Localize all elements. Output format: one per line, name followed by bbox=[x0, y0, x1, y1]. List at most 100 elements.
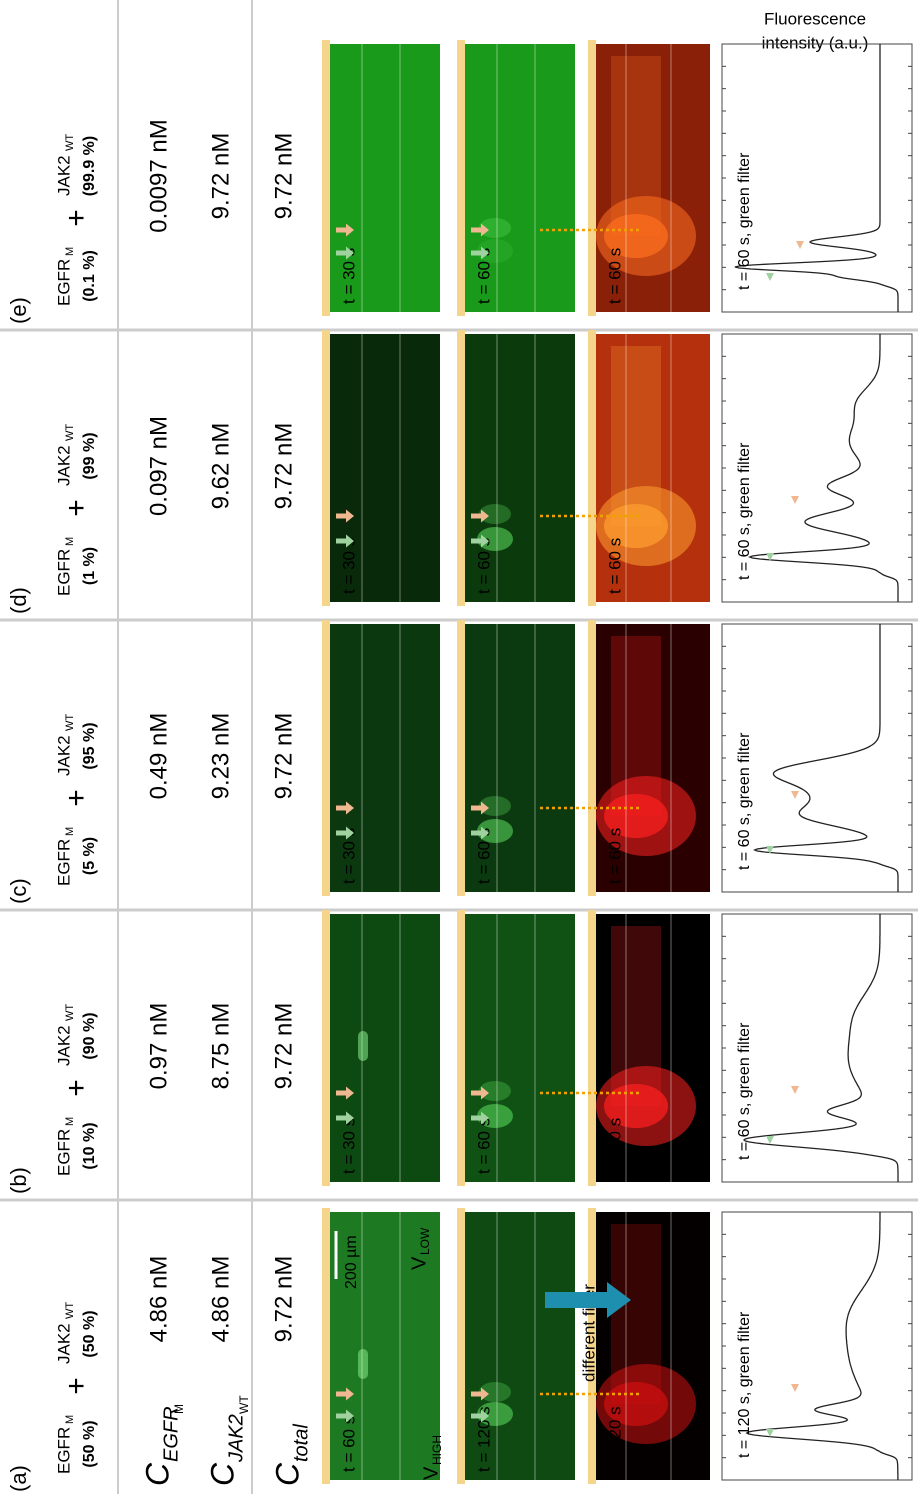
plus: + bbox=[60, 209, 93, 227]
time-label: t = 30 s bbox=[339, 1118, 358, 1174]
arrow bbox=[766, 273, 774, 281]
plus: + bbox=[60, 1377, 93, 1395]
plot-label: t = 120 s, green filter bbox=[736, 1311, 753, 1458]
row-header: C bbox=[269, 1462, 305, 1486]
v-low-sub: LOW bbox=[418, 1227, 432, 1255]
egfr-pct: (0.1 %) bbox=[81, 250, 98, 302]
channel-inlet bbox=[457, 1208, 465, 1484]
egfr-pct: (50 %) bbox=[81, 1420, 98, 1467]
v-high: V bbox=[420, 1466, 442, 1480]
plot-label: t = 60 s, green filter bbox=[736, 152, 753, 290]
panel-label: (a) bbox=[6, 1465, 31, 1492]
channel-inlet bbox=[457, 910, 465, 1186]
page: {"panels": [ {"label": "(a)", "egfr": "E… bbox=[0, 0, 918, 1494]
c-jak: 4.86 nM bbox=[207, 1256, 234, 1343]
intensity-curve bbox=[755, 624, 898, 892]
glow-tail bbox=[611, 636, 661, 816]
intensity-curve bbox=[744, 914, 898, 1182]
c-total: 9.72 nM bbox=[270, 1003, 297, 1090]
c-egfr: 0.49 nM bbox=[145, 713, 172, 800]
plus: + bbox=[60, 789, 93, 807]
time-label: t = 60 s bbox=[474, 1118, 493, 1174]
glow-tail bbox=[611, 926, 661, 1106]
row-header-subsub: M bbox=[172, 1404, 186, 1414]
arrow bbox=[766, 1136, 774, 1144]
c-jak: 8.75 nM bbox=[207, 1003, 234, 1090]
time-label: t = 60 s bbox=[605, 538, 624, 594]
arrow bbox=[791, 1384, 799, 1392]
y-axis-label: Fluorescence bbox=[764, 9, 866, 28]
channel-inlet bbox=[588, 330, 596, 606]
time-label: t = 60 s bbox=[605, 1118, 624, 1174]
channel-inlet bbox=[322, 330, 330, 606]
intensity-curve bbox=[735, 44, 898, 312]
channel-inlet bbox=[588, 40, 596, 316]
egfr-label: EGFR bbox=[54, 1427, 73, 1474]
channel-inlet bbox=[457, 330, 465, 606]
time-label: t = 60 s bbox=[605, 248, 624, 304]
c-jak: 9.23 nM bbox=[207, 713, 234, 800]
egfr-pct: (1 %) bbox=[81, 547, 98, 585]
jak-label: JAK2 bbox=[54, 735, 73, 776]
c-total: 9.72 nM bbox=[270, 423, 297, 510]
c-jak: 9.72 nM bbox=[207, 133, 234, 220]
panel-label: (d) bbox=[6, 587, 31, 614]
c-egfr: 0.97 nM bbox=[145, 1003, 172, 1090]
row-header-sub: total bbox=[290, 1424, 312, 1462]
egfr-sub: M bbox=[64, 247, 76, 256]
v-high-sub: HIGH bbox=[430, 1435, 444, 1465]
channel-inlet bbox=[457, 620, 465, 896]
channel-inlet bbox=[588, 620, 596, 896]
jak-sub: WT bbox=[64, 714, 76, 731]
channel-inlet bbox=[322, 910, 330, 1186]
jak-sub: WT bbox=[64, 134, 76, 151]
intensity-curve bbox=[750, 334, 898, 602]
arrow bbox=[791, 791, 799, 799]
intensity-curve bbox=[747, 1212, 898, 1480]
band bbox=[358, 1349, 368, 1379]
time-label: t = 60 s bbox=[474, 538, 493, 594]
jak-pct: (99 %) bbox=[81, 432, 98, 479]
glow-tail bbox=[611, 346, 661, 526]
channel-inlet bbox=[322, 620, 330, 896]
time-label: t = 120 s bbox=[605, 1406, 624, 1472]
jak-label: JAK2 bbox=[54, 445, 73, 486]
time-label: t = 60 s bbox=[339, 1416, 358, 1472]
scale-bar-label: 200 µm bbox=[343, 1235, 360, 1289]
c-egfr: 0.0097 nM bbox=[145, 119, 172, 232]
c-egfr: 4.86 nM bbox=[145, 1256, 172, 1343]
egfr-pct: (5 %) bbox=[81, 837, 98, 875]
egfr-sub: M bbox=[64, 1415, 76, 1424]
band bbox=[358, 1031, 368, 1061]
c-egfr: 0.097 nM bbox=[145, 416, 172, 516]
jak-pct: (95 %) bbox=[81, 722, 98, 769]
glow-tail bbox=[611, 56, 661, 236]
jak-label: JAK2 bbox=[54, 155, 73, 196]
arrow bbox=[791, 1086, 799, 1094]
jak-sub: WT bbox=[64, 1004, 76, 1021]
c-total: 9.72 nM bbox=[270, 713, 297, 800]
arrow bbox=[791, 496, 799, 504]
time-label: t = 60 s bbox=[605, 828, 624, 884]
egfr-sub: M bbox=[64, 1117, 76, 1126]
egfr-label: EGFR bbox=[54, 1129, 73, 1176]
plot-label: t = 60 s, green filter bbox=[736, 442, 753, 580]
egfr-label: EGFR bbox=[54, 549, 73, 596]
time-label: t = 30 s bbox=[339, 538, 358, 594]
row-header: C bbox=[204, 1462, 240, 1486]
arrow bbox=[796, 241, 804, 249]
jak-label: JAK2 bbox=[54, 1025, 73, 1066]
c-total: 9.72 nM bbox=[270, 1256, 297, 1343]
y-axis-label: intensity (a.u.) bbox=[762, 33, 869, 52]
c-jak: 9.62 nM bbox=[207, 423, 234, 510]
jak-sub: WT bbox=[64, 424, 76, 441]
plus: + bbox=[60, 499, 93, 517]
jak-pct: (99.9 %) bbox=[81, 136, 98, 196]
c-total: 9.72 nM bbox=[270, 133, 297, 220]
channel-inlet bbox=[322, 1208, 330, 1484]
row-header-sub: JAK2 bbox=[225, 1414, 247, 1463]
channel-inlet bbox=[588, 910, 596, 1186]
panel-label: (c) bbox=[6, 878, 31, 904]
v-low: V bbox=[408, 1256, 430, 1270]
glow-tail bbox=[611, 1224, 661, 1404]
